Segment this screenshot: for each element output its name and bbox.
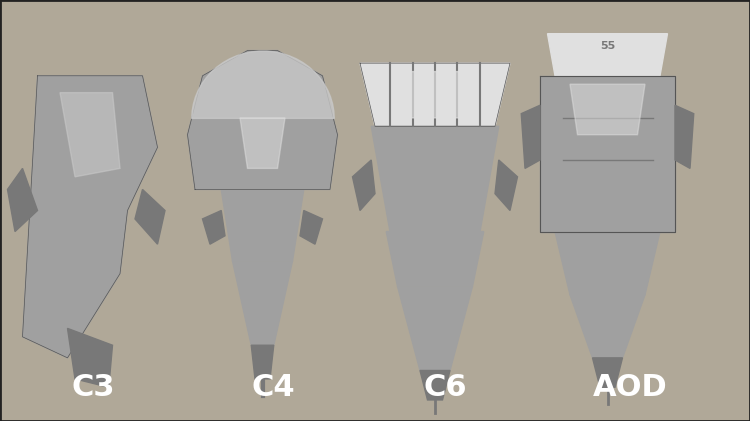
Text: AOD: AOD bbox=[592, 373, 668, 402]
Text: 55: 55 bbox=[600, 41, 615, 51]
Polygon shape bbox=[352, 160, 375, 210]
Polygon shape bbox=[592, 358, 622, 387]
Polygon shape bbox=[240, 118, 285, 168]
Polygon shape bbox=[251, 345, 274, 379]
Polygon shape bbox=[420, 370, 450, 400]
Polygon shape bbox=[188, 51, 338, 189]
Polygon shape bbox=[398, 72, 472, 118]
Polygon shape bbox=[22, 76, 158, 358]
Polygon shape bbox=[221, 189, 304, 261]
Polygon shape bbox=[495, 160, 517, 210]
Polygon shape bbox=[570, 84, 645, 135]
Text: C4: C4 bbox=[251, 373, 295, 402]
Polygon shape bbox=[570, 295, 645, 358]
Polygon shape bbox=[371, 126, 499, 232]
Polygon shape bbox=[135, 189, 165, 244]
Polygon shape bbox=[300, 210, 322, 244]
Polygon shape bbox=[548, 34, 668, 76]
Polygon shape bbox=[555, 232, 660, 295]
Polygon shape bbox=[540, 76, 675, 232]
Polygon shape bbox=[232, 261, 292, 345]
Polygon shape bbox=[202, 210, 225, 244]
Polygon shape bbox=[60, 93, 120, 177]
Bar bbox=[566, 34, 649, 67]
Text: C6: C6 bbox=[424, 373, 467, 402]
Polygon shape bbox=[8, 168, 38, 232]
Text: C3: C3 bbox=[71, 373, 115, 402]
Polygon shape bbox=[398, 286, 472, 370]
Polygon shape bbox=[386, 232, 484, 286]
Polygon shape bbox=[360, 63, 510, 126]
Polygon shape bbox=[521, 105, 540, 168]
Polygon shape bbox=[68, 328, 112, 387]
Polygon shape bbox=[675, 105, 694, 168]
